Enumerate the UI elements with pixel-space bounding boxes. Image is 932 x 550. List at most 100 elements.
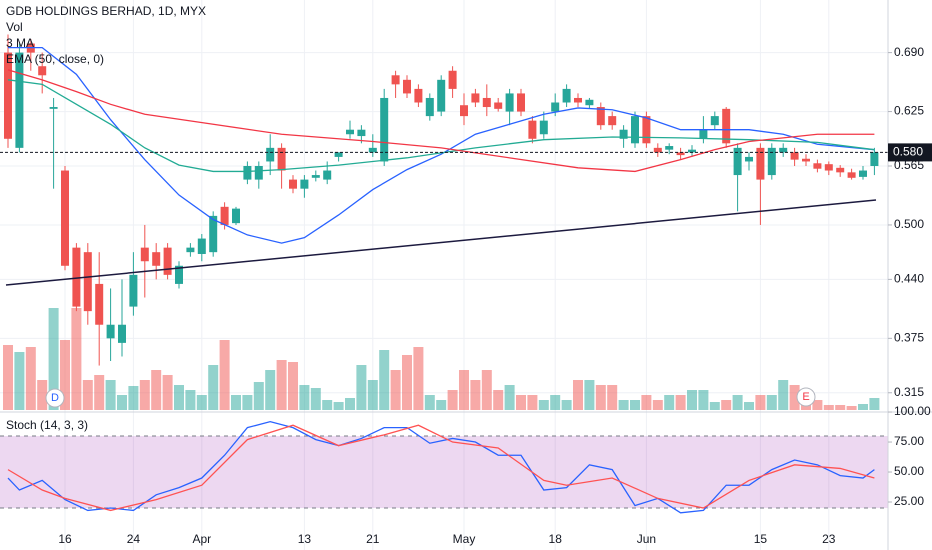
x-tick-label: 13 bbox=[298, 532, 312, 546]
volume-bar bbox=[151, 370, 162, 410]
candle-body bbox=[243, 165, 252, 180]
candle-body bbox=[61, 170, 69, 266]
y-tick-label: 0.565 bbox=[894, 158, 924, 172]
chart-title: GDB HOLDINGS BERHAD, 1D, MYX bbox=[6, 4, 206, 18]
volume-bar bbox=[82, 380, 93, 410]
volume-bar bbox=[265, 370, 276, 410]
y-tick-label: 0.315 bbox=[894, 385, 924, 399]
grid bbox=[0, 0, 888, 550]
volume-bar bbox=[858, 404, 868, 410]
volume-bar bbox=[481, 370, 492, 410]
volume-bar bbox=[128, 386, 139, 410]
candle-body bbox=[425, 97, 434, 117]
volume-bar bbox=[812, 400, 823, 410]
candle-body bbox=[448, 70, 457, 89]
volume-bar bbox=[390, 370, 401, 410]
volume-bar bbox=[231, 395, 241, 410]
volume-bar bbox=[322, 400, 333, 410]
volume-bar bbox=[424, 395, 435, 410]
candle-body bbox=[323, 170, 332, 180]
event-marker[interactable]: D bbox=[45, 388, 65, 408]
candle-body bbox=[585, 99, 594, 106]
event-label: D bbox=[51, 392, 59, 404]
volume-bar bbox=[94, 375, 105, 410]
event-circle bbox=[796, 387, 816, 407]
candle-body bbox=[699, 129, 708, 139]
candle-body bbox=[277, 147, 286, 171]
volume-bar bbox=[48, 308, 59, 410]
volume-bar bbox=[664, 395, 675, 410]
y-tick-label: 0.690 bbox=[894, 45, 924, 59]
candle-body bbox=[779, 147, 788, 153]
candle-body bbox=[539, 120, 548, 135]
volume-bar bbox=[584, 380, 595, 410]
x-tick-label: 24 bbox=[127, 532, 141, 546]
candle-body bbox=[118, 324, 126, 343]
candle-body bbox=[357, 129, 366, 137]
candle-body bbox=[15, 52, 24, 148]
candle-body bbox=[368, 147, 377, 153]
volume-bar bbox=[139, 380, 150, 410]
candle-body bbox=[38, 66, 47, 76]
volume-bar bbox=[516, 395, 526, 410]
candle-body bbox=[665, 146, 674, 150]
candle-body bbox=[403, 79, 411, 94]
volume-bar bbox=[721, 400, 732, 410]
candle-body bbox=[72, 247, 81, 307]
volume-bar bbox=[709, 402, 720, 410]
candle-body bbox=[83, 252, 92, 312]
candle-body bbox=[414, 88, 423, 103]
y-tick-label: 100.00 bbox=[894, 404, 931, 418]
candle-body bbox=[494, 102, 503, 109]
volume-bar bbox=[447, 390, 458, 410]
volume-bar bbox=[618, 400, 629, 410]
candle-body bbox=[813, 163, 822, 169]
volume-bar bbox=[789, 385, 800, 410]
candle-body bbox=[197, 238, 206, 254]
candle-body bbox=[106, 324, 115, 339]
trend-line bbox=[5, 199, 877, 286]
y-tick-label: 0.440 bbox=[894, 272, 924, 286]
candle-body bbox=[767, 147, 776, 176]
volume-bar bbox=[755, 395, 766, 410]
event-marker[interactable]: E bbox=[796, 387, 816, 407]
candle-body bbox=[289, 179, 297, 189]
candle-body bbox=[847, 172, 856, 178]
candle-body bbox=[437, 79, 446, 112]
overlays bbox=[0, 46, 888, 244]
volume-bar bbox=[436, 400, 447, 410]
volume-bar bbox=[823, 405, 834, 410]
candle-body bbox=[186, 247, 195, 253]
volume-bar bbox=[766, 395, 777, 410]
x-tick-label: Apr bbox=[192, 532, 211, 546]
candle-body bbox=[232, 208, 240, 224]
volume-bar bbox=[835, 405, 846, 410]
candle-body bbox=[49, 107, 58, 109]
volume-bar bbox=[413, 347, 424, 410]
candle-body bbox=[254, 165, 263, 180]
volume-bar bbox=[630, 400, 640, 410]
candle-body bbox=[266, 147, 275, 162]
candle-body bbox=[95, 283, 104, 325]
stoch-title: Stoch (14, 3, 3) bbox=[6, 418, 88, 432]
candle-body bbox=[152, 252, 161, 266]
volume-bar bbox=[310, 388, 321, 410]
candle-body bbox=[482, 97, 491, 108]
volume-bar bbox=[527, 395, 538, 410]
volume-bar bbox=[71, 308, 82, 410]
volume-bar bbox=[208, 365, 219, 410]
y-tick-label: 0.625 bbox=[894, 104, 924, 118]
volume-bar bbox=[37, 380, 48, 410]
volume-bar bbox=[778, 380, 789, 410]
candle-body bbox=[334, 152, 343, 157]
stoch-band bbox=[0, 436, 888, 509]
candles bbox=[4, 34, 879, 366]
candle-body bbox=[608, 116, 617, 126]
x-tick-label: 23 bbox=[822, 532, 836, 546]
legend-ma: 3 MA bbox=[6, 36, 34, 50]
candle-body bbox=[391, 75, 400, 85]
candle-body bbox=[551, 102, 560, 112]
candle-body bbox=[722, 108, 731, 144]
volume-bar bbox=[242, 395, 253, 410]
